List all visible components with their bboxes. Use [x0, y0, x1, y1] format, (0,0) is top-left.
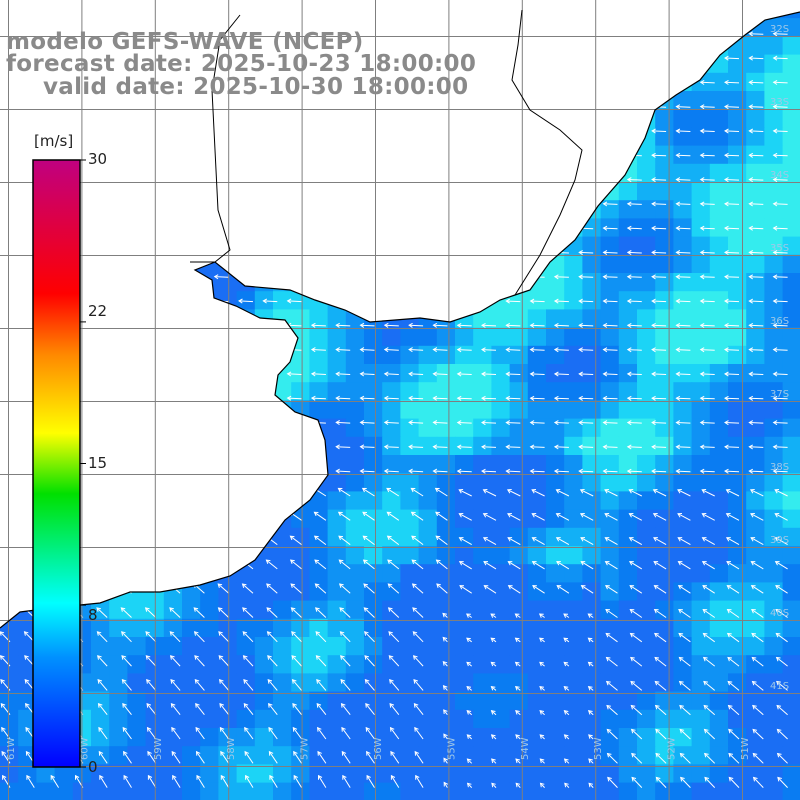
lon-label: 52W: [667, 737, 678, 760]
lon-label: 57W: [300, 737, 311, 760]
colorbar-ticks: [80, 159, 86, 768]
land-mask: [0, 0, 800, 628]
colorbar-tick-8: 8: [88, 606, 98, 624]
lat-label: 40S: [770, 608, 789, 619]
lon-label: 59W: [153, 737, 164, 760]
wind-vectors: [0, 31, 788, 788]
lon-label: 55W: [446, 737, 457, 760]
lon-label: 61W: [6, 737, 17, 760]
lon-label: 54W: [520, 737, 531, 760]
lat-label: 34S: [770, 170, 789, 181]
colorbar-tick-22: 22: [88, 302, 108, 320]
lat-label: 39S: [770, 535, 789, 546]
colorbar-tick-0: 0: [88, 758, 98, 776]
colorbar-tick-30: 30: [88, 150, 108, 168]
lon-label: 58W: [226, 737, 237, 760]
lat-label: 33S: [770, 97, 789, 108]
colorbar-unit: [m/s]: [34, 132, 74, 150]
lon-label: 56W: [373, 737, 384, 760]
lon-label: 51W: [740, 737, 751, 760]
coastline: [0, 9, 800, 629]
title-model: modelo GEFS-WAVE (NCEP): [6, 29, 364, 55]
lat-label: 41S: [770, 681, 789, 692]
colorbar-tick-15: 15: [88, 454, 108, 472]
lon-label: 60W: [79, 737, 90, 760]
lat-label: 38S: [770, 462, 789, 473]
lat-label: 32S: [770, 24, 789, 35]
colorbar-bar: [32, 159, 81, 768]
title-valid-date: valid date: 2025-10-30 18:00:00: [43, 74, 469, 100]
lat-label: 37S: [770, 389, 789, 400]
grid-labels: 32S 33S 34S 35S 36S 37S 38S 39S 40S 41S 61W 60W 59W 5…: [6, 24, 789, 760]
lat-label: 35S: [770, 243, 789, 254]
lat-label: 36S: [770, 316, 789, 327]
title-forecast-date: forecast date: 2025-10-23 18:00:00: [6, 51, 477, 77]
lon-label: 53W: [593, 737, 604, 760]
